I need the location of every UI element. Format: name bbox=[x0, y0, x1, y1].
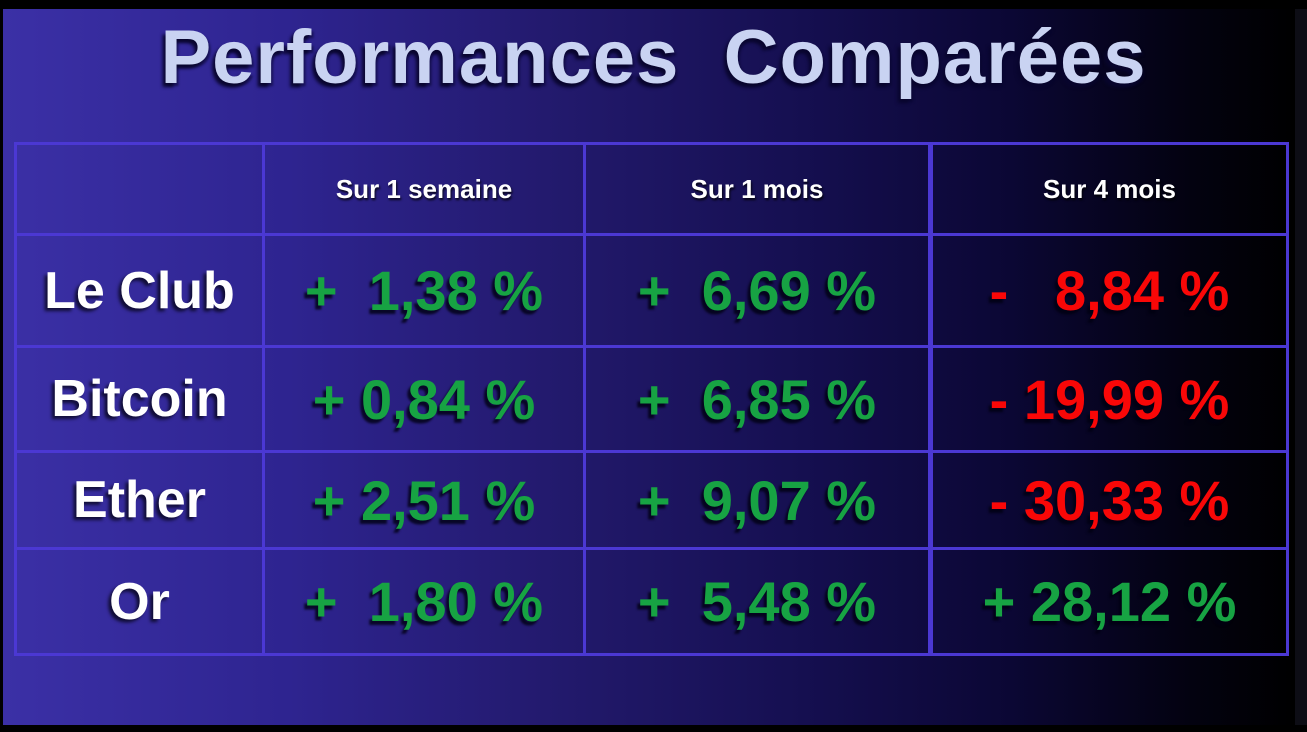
row-label: Le Club bbox=[44, 261, 235, 320]
cell-value: + 28,12 % bbox=[982, 570, 1237, 633]
row-label: Ether bbox=[73, 471, 206, 529]
cell-value: + 1,38 % bbox=[304, 259, 544, 322]
table-row: Or + 1,80 % + 5,48 % + 28,12 % bbox=[14, 547, 1289, 656]
cell-value: + 6,69 % bbox=[637, 259, 877, 322]
cell-value: + 2,51 % bbox=[312, 468, 536, 532]
page-title: Performances Comparées bbox=[160, 15, 1147, 100]
value-cell: + 6,85 % bbox=[583, 345, 932, 453]
column-header: Sur 1 mois bbox=[690, 173, 824, 204]
cell-value: + 0,84 % bbox=[312, 367, 536, 431]
column-header: Sur 4 mois bbox=[1043, 173, 1176, 204]
corner-cell bbox=[14, 142, 265, 236]
header-row: Sur 1 semaine Sur 1 mois Sur 4 mois bbox=[14, 142, 1289, 236]
value-cell: + 6,69 % bbox=[583, 233, 932, 348]
column-header-cell: Sur 1 semaine bbox=[262, 142, 586, 236]
value-cell: + 1,38 % bbox=[262, 233, 586, 348]
value-cell: + 28,12 % bbox=[928, 547, 1289, 656]
cell-value: + 9,07 % bbox=[637, 468, 877, 532]
column-header-cell: Sur 1 mois bbox=[583, 142, 932, 236]
performance-table: Sur 1 semaine Sur 1 mois Sur 4 mois Le C… bbox=[14, 142, 1289, 656]
table-row: Ether + 2,51 % + 9,07 % - 30,33 % bbox=[14, 450, 1289, 550]
column-header: Sur 1 semaine bbox=[335, 173, 513, 204]
value-cell: + 5,48 % bbox=[583, 547, 932, 656]
table-row: Le Club + 1,38 % + 6,69 % - 8,84 % bbox=[14, 233, 1289, 348]
row-label-cell: Or bbox=[14, 547, 265, 656]
cell-value: - 8,84 % bbox=[989, 259, 1230, 322]
row-label-cell: Bitcoin bbox=[14, 345, 265, 453]
row-label: Or bbox=[109, 572, 170, 631]
cell-value: + 6,85 % bbox=[637, 367, 877, 431]
cell-value: - 30,33 % bbox=[989, 468, 1230, 532]
right-edge-strip bbox=[1295, 9, 1307, 725]
table-row: Bitcoin + 0,84 % + 6,85 % - 19,99 % bbox=[14, 345, 1289, 453]
cell-value: - 19,99 % bbox=[989, 367, 1230, 431]
value-cell: + 9,07 % bbox=[583, 450, 932, 550]
value-cell: + 2,51 % bbox=[262, 450, 586, 550]
value-cell: + 0,84 % bbox=[262, 345, 586, 453]
column-header-cell: Sur 4 mois bbox=[928, 142, 1289, 236]
cell-value: + 5,48 % bbox=[637, 570, 877, 633]
row-label-cell: Le Club bbox=[14, 233, 265, 348]
value-cell: + 1,80 % bbox=[262, 547, 586, 656]
value-cell: - 19,99 % bbox=[928, 345, 1289, 453]
cell-value: + 1,80 % bbox=[304, 570, 544, 633]
value-cell: - 8,84 % bbox=[928, 233, 1289, 348]
row-label: Bitcoin bbox=[51, 370, 228, 428]
row-label-cell: Ether bbox=[14, 450, 265, 550]
value-cell: - 30,33 % bbox=[928, 450, 1289, 550]
